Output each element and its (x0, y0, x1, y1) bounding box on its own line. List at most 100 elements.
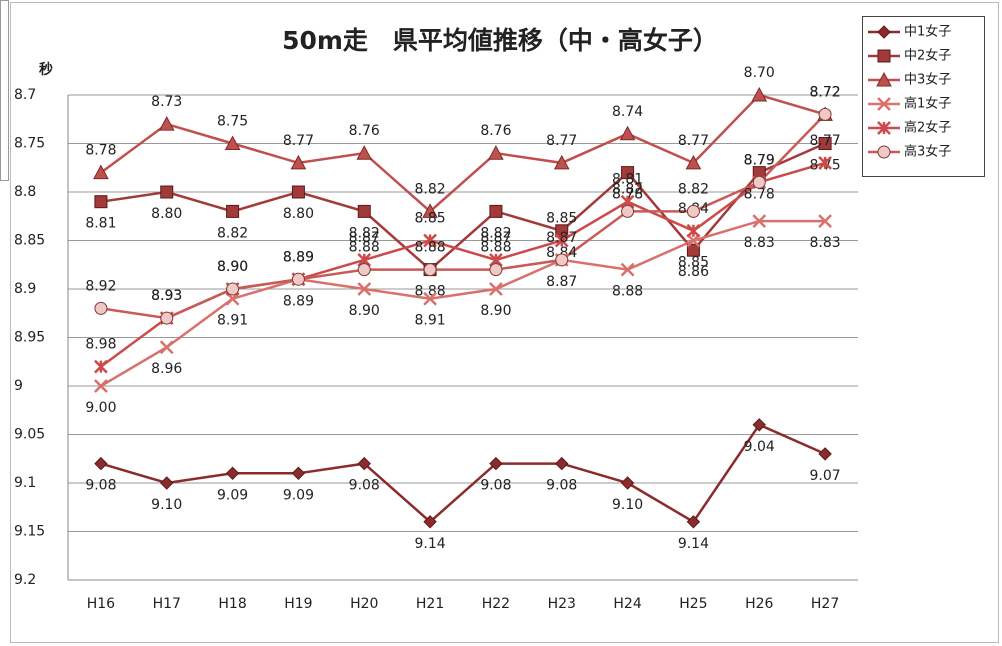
marker (752, 175, 766, 189)
marker (686, 243, 700, 257)
legend-label: 高3女子 (904, 144, 951, 160)
marker (686, 204, 700, 218)
x-tick-label: H25 (679, 596, 707, 612)
marker (751, 86, 768, 102)
marker (291, 272, 305, 286)
x-tick-label: H23 (548, 596, 576, 612)
data-label: 8.90 (480, 303, 511, 319)
marker (686, 223, 701, 238)
data-label: 8.91 (414, 313, 445, 329)
data-label: 8.92 (85, 278, 116, 294)
data-label: 8.81 (85, 216, 116, 232)
series-line (100, 423, 826, 524)
data-label: 8.77 (678, 133, 709, 149)
y-tick-label: 8.95 (14, 330, 45, 346)
data-label: 8.86 (678, 264, 709, 280)
data-label: 9.07 (809, 468, 840, 484)
y-axis-label: 秒 (39, 61, 53, 78)
data-label: 8.87 (480, 230, 511, 246)
marker (877, 121, 891, 135)
data-label: 8.96 (151, 361, 182, 377)
data-label: 8.89 (283, 293, 314, 309)
x-tick-label: H21 (416, 596, 444, 612)
x-tick-label: H16 (87, 596, 115, 612)
data-label: 8.80 (283, 206, 314, 222)
marker (225, 466, 240, 481)
x-tick-label: H22 (482, 596, 510, 612)
marker (160, 185, 174, 199)
data-label: 8.88 (414, 240, 445, 256)
data-label: 8.82 (678, 181, 709, 197)
y-tick-label: 9.15 (14, 524, 45, 540)
data-label: 8.76 (480, 123, 511, 139)
marker (752, 214, 767, 228)
data-label: 9.10 (612, 497, 643, 513)
marker (423, 515, 437, 529)
data-label: 8.82 (414, 181, 445, 197)
data-label: 8.84 (546, 245, 577, 261)
data-label: 8.88 (612, 284, 643, 300)
marker (160, 476, 174, 490)
y-tick-label: 9.05 (14, 427, 45, 443)
marker (423, 291, 437, 306)
y-tick-label: 8.75 (14, 136, 45, 152)
marker (226, 282, 240, 296)
marker (357, 456, 371, 471)
marker (877, 145, 891, 159)
data-label: 8.90 (217, 259, 248, 275)
y-tick-label: 8.7 (14, 87, 36, 103)
data-label: 8.77 (809, 133, 840, 149)
marker (620, 476, 635, 490)
data-label: 8.79 (744, 152, 775, 168)
x-tick-label: H24 (613, 596, 641, 612)
marker (489, 282, 503, 296)
series-line (100, 113, 826, 320)
data-label: 8.72 (809, 84, 840, 100)
data-label: 8.87 (546, 274, 577, 290)
legend-label: 中1女子 (904, 24, 951, 40)
marker (621, 166, 635, 180)
marker (423, 263, 437, 277)
data-label: 8.88 (349, 240, 380, 256)
marker (877, 49, 891, 63)
y-tick-label: 9.1 (14, 475, 36, 491)
marker (555, 253, 569, 267)
data-label: 9.10 (151, 497, 182, 513)
y-tick-label: 9 (14, 378, 23, 394)
x-tick-label: H17 (153, 596, 181, 612)
marker (555, 456, 569, 471)
marker (159, 340, 174, 355)
data-label: 9.14 (678, 536, 709, 552)
marker (876, 71, 892, 87)
data-label: 8.78 (612, 187, 643, 203)
data-label: 8.78 (744, 187, 775, 203)
y-tick-label: 9.2 (14, 572, 36, 588)
data-label: 8.88 (414, 284, 445, 300)
data-label: 8.93 (151, 288, 182, 304)
data-label: 8.87 (546, 230, 577, 246)
data-label: 8.80 (151, 206, 182, 222)
marker (226, 204, 240, 218)
marker (160, 311, 174, 325)
marker (357, 263, 371, 277)
data-label: 8.73 (151, 94, 182, 110)
data-label: 8.77 (283, 133, 314, 149)
marker (619, 125, 636, 141)
marker (94, 359, 108, 374)
data-label: 9.04 (744, 439, 775, 455)
marker (356, 145, 373, 160)
marker (818, 447, 832, 461)
data-label: 9.14 (414, 536, 445, 552)
marker (291, 185, 305, 199)
data-label: 8.83 (744, 235, 775, 251)
data-label: 8.85 (678, 255, 709, 271)
marker (357, 204, 371, 218)
marker (357, 282, 372, 296)
data-label: 8.90 (349, 303, 380, 319)
legend-label: 高1女子 (904, 96, 951, 112)
marker (686, 515, 701, 529)
marker (94, 456, 108, 471)
data-label: 8.85 (414, 211, 445, 227)
marker (94, 379, 108, 393)
